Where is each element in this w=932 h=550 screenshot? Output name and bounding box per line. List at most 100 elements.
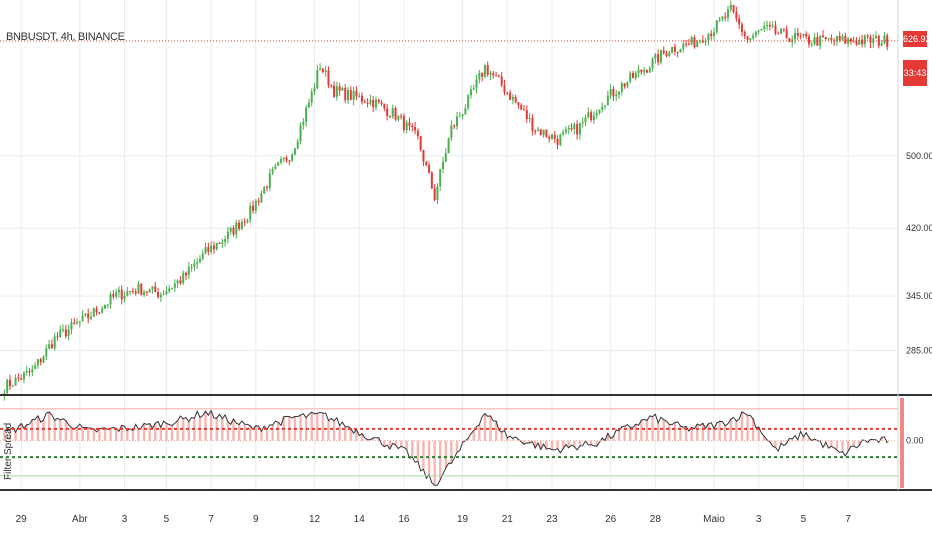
candle-body <box>218 242 221 244</box>
histogram-bar <box>14 432 17 441</box>
histogram-bar <box>427 440 431 475</box>
date-tick-label: 21 <box>502 514 514 525</box>
histogram-bar <box>534 440 537 448</box>
histogram-bar <box>684 426 688 441</box>
candle-body <box>542 129 545 136</box>
candle-body <box>394 107 397 120</box>
candle-body <box>517 102 520 106</box>
candle-body <box>293 148 296 155</box>
candle-body <box>347 90 350 101</box>
candle-body <box>120 289 123 300</box>
candle-body <box>316 70 319 88</box>
candle-body <box>402 116 405 131</box>
candle-body <box>226 231 229 239</box>
histogram-bar <box>232 418 235 441</box>
candle-body <box>685 43 688 45</box>
histogram-bar <box>388 440 392 449</box>
candle-body <box>450 125 453 139</box>
candle-body <box>56 336 59 338</box>
candle-body <box>587 112 590 118</box>
candle-body <box>810 44 813 46</box>
candle-body <box>528 117 531 120</box>
candle-body <box>612 88 615 97</box>
candle-body <box>444 153 447 162</box>
candle-body <box>112 294 115 297</box>
candle-body <box>813 36 816 45</box>
candle-body <box>310 91 313 103</box>
histogram-bar <box>880 437 883 441</box>
candle-body <box>595 113 598 116</box>
candle-body <box>581 122 584 124</box>
candle-body <box>844 36 847 44</box>
candle-body <box>442 161 445 169</box>
histogram-bar <box>455 440 459 453</box>
candle-body <box>584 117 587 123</box>
candle-body <box>495 75 498 77</box>
candle-body <box>48 344 51 349</box>
candle-body <box>123 295 126 300</box>
candle-body <box>754 31 757 36</box>
histogram-bar <box>126 430 129 441</box>
candle-body <box>374 99 377 108</box>
candle-body <box>567 127 570 130</box>
candle-body <box>249 205 252 221</box>
candle-body <box>604 105 607 107</box>
histogram-bar <box>701 423 705 441</box>
histogram-bar <box>142 423 146 441</box>
candle-body <box>699 40 702 42</box>
histogram-bar <box>841 440 844 452</box>
candle-body <box>472 88 475 90</box>
candle-body <box>481 73 484 77</box>
candle-body <box>573 124 576 130</box>
histogram-bar <box>92 428 95 441</box>
price-tick-label: 345.00 <box>906 291 932 301</box>
candle-body <box>190 266 193 268</box>
histogram-bar <box>835 440 839 451</box>
histogram-bar <box>3 430 6 441</box>
candle-body <box>148 289 151 293</box>
candle-body <box>210 245 213 252</box>
histogram-bar <box>25 424 28 441</box>
candle-body <box>87 313 90 319</box>
histogram-bar <box>746 415 749 441</box>
candle-body <box>268 173 271 188</box>
candle-body <box>877 35 880 46</box>
histogram-bar <box>338 425 341 441</box>
candle-body <box>830 38 833 41</box>
histogram-bar <box>209 410 213 441</box>
candle-body <box>458 115 461 117</box>
candle-body <box>738 18 741 25</box>
candle-body <box>766 25 769 27</box>
histogram-bar <box>226 421 230 441</box>
histogram-bar <box>271 425 274 441</box>
candle-body <box>215 242 218 250</box>
candle-body <box>171 287 174 289</box>
candle-body <box>590 112 593 120</box>
candle-body <box>73 322 76 324</box>
candle-body <box>849 38 852 42</box>
candle-body <box>386 108 389 116</box>
candle-body <box>710 33 713 36</box>
candle-body <box>690 37 693 45</box>
candle-body <box>103 304 106 309</box>
candle-body <box>355 90 358 97</box>
candle-body <box>539 129 542 136</box>
candle-body <box>252 205 255 211</box>
time-axis[interactable]: 29 Abr 3 5 7 9 12 14 16 19 21 23 26 28 Maio 3 5 7 <box>16 514 852 525</box>
candle-body <box>391 107 394 117</box>
histogram-bar <box>59 419 62 441</box>
candle-body <box>464 108 467 115</box>
price-axis[interactable]: 500.00 420.00 345.00 285.00 0.00 <box>897 0 932 490</box>
candle-body <box>39 359 42 363</box>
candle-body <box>713 32 716 36</box>
histogram-bar <box>707 423 710 441</box>
histogram-bar <box>377 437 380 441</box>
candle-body <box>416 130 419 137</box>
candle-body <box>422 149 425 162</box>
histogram-bar <box>668 424 671 441</box>
candle-body <box>349 90 352 100</box>
candle-body <box>492 73 495 76</box>
histogram-bar <box>651 416 654 441</box>
candle-body <box>794 33 797 40</box>
candle-body <box>235 222 238 235</box>
